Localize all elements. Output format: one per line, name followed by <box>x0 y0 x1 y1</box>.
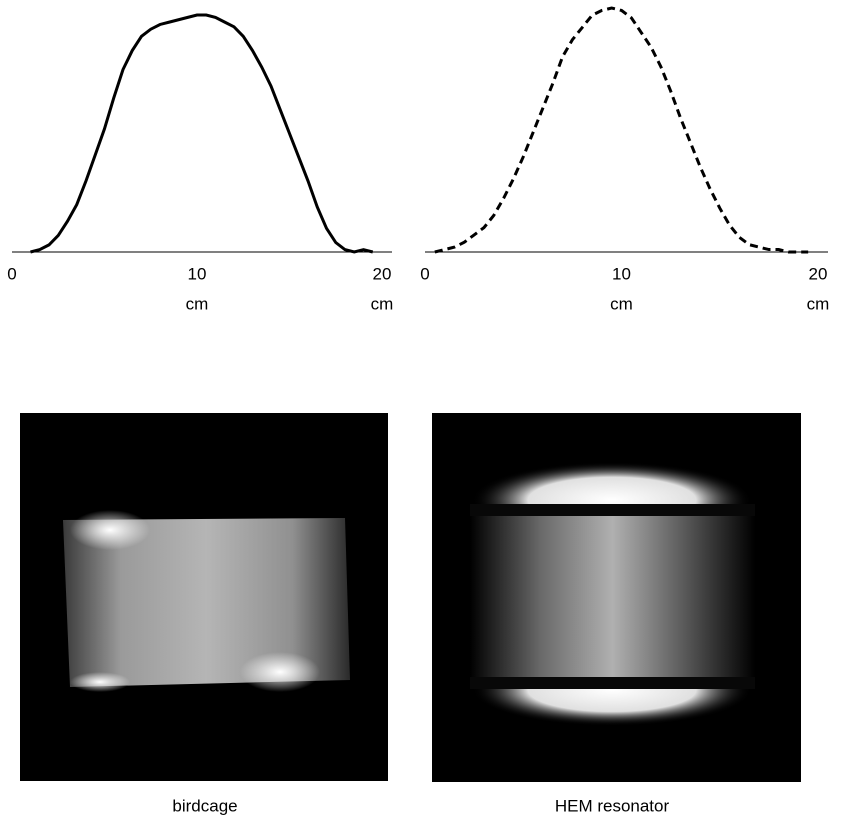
x-tick-label: 10 <box>188 264 207 283</box>
image-hem <box>432 413 801 782</box>
x-axis-label: cm <box>371 294 394 313</box>
x-axis-label: cm <box>186 294 209 313</box>
x-tick-label: 0 <box>420 264 429 283</box>
image-birdcage <box>20 413 388 781</box>
x-axis-label: cm <box>807 294 830 313</box>
x-tick-label: 20 <box>373 264 392 283</box>
image-caption: HEM resonator <box>555 796 670 815</box>
x-tick-label: 10 <box>612 264 631 283</box>
x-axis-label: cm <box>610 294 633 313</box>
profile-line <box>434 6 809 254</box>
profile-line <box>30 13 374 254</box>
x-tick-label: 20 <box>809 264 828 283</box>
image-caption: birdcage <box>172 796 237 815</box>
x-tick-label: 0 <box>7 264 16 283</box>
